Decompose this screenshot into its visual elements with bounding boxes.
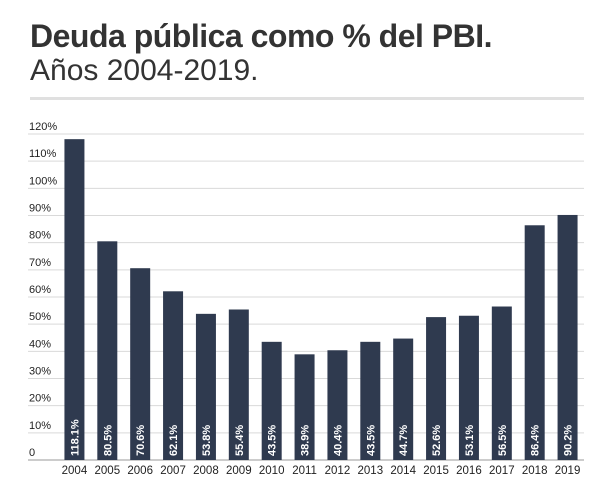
data-label: 55.4%	[234, 425, 246, 456]
bar	[97, 241, 118, 460]
grid-lines	[28, 133, 584, 461]
bar	[491, 306, 512, 460]
x-tick-label: 2011	[292, 465, 317, 477]
chart-title: Deuda pública como % del PBI.	[30, 18, 493, 54]
y-tick-label: 70%	[29, 257, 51, 269]
data-label: 86.4%	[530, 425, 542, 456]
bars	[64, 139, 578, 460]
bar	[360, 341, 381, 460]
title-divider	[30, 97, 584, 100]
x-tick-label: 2017	[489, 465, 515, 477]
y-tick-label: 60%	[29, 284, 51, 296]
x-axis-ticks: 2004 2005 2006 2007 2008 2009 2010 2011 2012 2013…	[62, 465, 581, 477]
data-label: 40.4%	[332, 425, 344, 456]
data-label: 52.6%	[431, 425, 443, 456]
y-tick-label: 100%	[29, 175, 57, 187]
bar	[294, 354, 315, 460]
y-tick-label: 40%	[29, 338, 51, 350]
bar	[64, 139, 85, 460]
bar	[130, 268, 151, 460]
x-tick-label: 2014	[390, 465, 416, 477]
data-label: 118.1%	[69, 419, 81, 456]
x-tick-label: 2015	[423, 465, 449, 477]
bar	[195, 313, 216, 460]
y-tick-label: 10%	[29, 420, 51, 432]
bar	[557, 214, 578, 460]
y-axis-ticks: 0 10% 20% 30% 40% 50% 60% 70% 80% 90% 100% 110% 120%	[29, 121, 57, 459]
y-tick-label: 120%	[29, 121, 57, 133]
y-tick-label: 0	[29, 447, 35, 459]
data-label: 56.5%	[497, 425, 509, 456]
x-tick-label: 2009	[226, 465, 252, 477]
x-tick-label: 2005	[95, 465, 121, 477]
chart-subtitle: Años 2004-2019.	[30, 54, 259, 87]
data-label: 43.5%	[267, 425, 279, 456]
x-tick-label: 2013	[358, 465, 384, 477]
x-tick-label: 2008	[193, 465, 219, 477]
data-label: 53.8%	[201, 425, 213, 456]
data-label: 80.5%	[102, 425, 114, 456]
data-label: 38.9%	[300, 425, 312, 456]
bar	[327, 350, 348, 460]
x-tick-label: 2004	[62, 465, 88, 477]
bar	[261, 341, 282, 460]
x-tick-label: 2006	[127, 465, 153, 477]
data-label: 44.7%	[398, 425, 410, 456]
bar	[163, 291, 184, 460]
data-label: 43.5%	[365, 425, 377, 456]
y-tick-label: 50%	[29, 311, 51, 323]
x-tick-label: 2012	[325, 465, 351, 477]
data-label: 70.6%	[135, 425, 147, 456]
data-labels: 118.1% 80.5% 70.6% 62.1% 53.8% 55.4% 43.5% 38.9…	[69, 419, 574, 456]
y-tick-label: 20%	[29, 393, 51, 405]
y-tick-label: 110%	[29, 148, 57, 160]
x-tick-label: 2019	[555, 465, 581, 477]
bar	[228, 309, 249, 460]
bar	[524, 225, 545, 460]
x-tick-label: 2018	[522, 465, 548, 477]
x-tick-label: 2007	[160, 465, 186, 477]
y-tick-label: 90%	[29, 203, 51, 215]
bar	[393, 338, 414, 460]
x-tick-label: 2016	[456, 465, 482, 477]
y-tick-label: 80%	[29, 230, 51, 242]
y-tick-label: 30%	[29, 366, 51, 378]
bar	[426, 317, 447, 460]
data-label: 53.1%	[464, 425, 476, 456]
data-label: 62.1%	[168, 425, 180, 456]
bar	[458, 315, 479, 460]
data-label: 90.2%	[563, 425, 575, 456]
x-tick-label: 2010	[259, 465, 285, 477]
